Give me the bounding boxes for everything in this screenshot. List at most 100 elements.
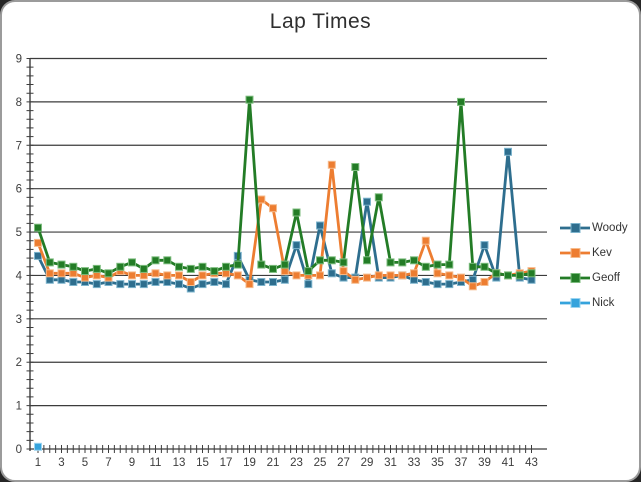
data-point-marker: [280, 267, 289, 276]
data-point-marker: [527, 269, 536, 278]
data-point-marker: [280, 260, 289, 269]
data-point-marker: [492, 269, 501, 278]
nick-series-marker-icon: [560, 298, 590, 308]
x-tick-label: 39: [478, 457, 491, 469]
data-point-marker: [339, 273, 348, 282]
series-geoff[interactable]: [34, 95, 536, 280]
data-point-marker: [316, 256, 324, 265]
x-tick-label: 15: [196, 457, 209, 469]
x-tick-label: 9: [129, 457, 135, 469]
legend-item-kev[interactable]: Kev: [559, 247, 628, 259]
data-point-marker: [163, 278, 172, 286]
data-point-marker: [69, 278, 78, 286]
y-tick-label: 2: [16, 357, 22, 369]
data-point-marker: [339, 267, 348, 276]
data-point-marker: [210, 278, 219, 286]
data-point-marker: [92, 280, 101, 289]
data-point-marker: [351, 163, 360, 171]
x-tick-label: 21: [267, 457, 280, 469]
data-point-marker: [116, 262, 125, 271]
series-nick[interactable]: [34, 442, 42, 451]
data-point-marker: [515, 271, 524, 280]
data-point-marker: [280, 275, 289, 284]
x-tick-label: 29: [361, 457, 374, 469]
data-point-marker: [410, 256, 418, 265]
data-point-marker: [139, 264, 148, 273]
data-point-marker: [57, 269, 66, 278]
data-point-marker: [480, 278, 489, 286]
data-point-marker: [304, 280, 313, 289]
data-point-marker: [480, 262, 489, 271]
data-point-marker: [245, 95, 254, 104]
x-tick-label: 7: [105, 457, 111, 469]
y-tick-label: 3: [16, 314, 22, 326]
data-point-marker: [128, 280, 136, 289]
data-point-marker: [445, 271, 454, 280]
data-point-marker: [327, 269, 336, 278]
data-point-marker: [151, 269, 160, 278]
data-point-marker: [374, 193, 383, 202]
x-tick-label: 37: [455, 457, 468, 469]
data-point-marker: [81, 273, 89, 282]
data-point-marker: [457, 97, 465, 106]
data-point-marker: [128, 271, 136, 280]
data-point-marker: [269, 278, 277, 286]
data-point-marker: [527, 275, 536, 284]
series-line: [36, 98, 532, 277]
data-point-marker: [504, 271, 512, 280]
data-point-marker: [304, 267, 313, 276]
data-point-marker: [269, 264, 277, 273]
data-point-marker: [316, 221, 324, 230]
data-point-marker: [457, 273, 465, 282]
x-tick-label: 17: [220, 457, 233, 469]
x-tick-label: 1: [35, 457, 41, 469]
data-point-marker: [363, 256, 371, 265]
geoff-series-marker-icon: [560, 273, 590, 283]
y-tick-label: 1: [16, 401, 22, 413]
legend-item-geoff[interactable]: Geoff: [559, 272, 628, 284]
legend: Woody Kev Geoff Nick: [559, 222, 628, 322]
data-point-marker: [433, 260, 442, 269]
data-point-marker: [175, 262, 183, 271]
data-point-marker: [433, 269, 442, 278]
data-point-marker: [445, 260, 454, 269]
x-tick-label: 33: [408, 457, 421, 469]
data-point-marker: [34, 223, 42, 232]
data-point-marker: [269, 204, 277, 213]
data-point-marker: [151, 278, 160, 286]
x-tick-label: 31: [384, 457, 397, 469]
data-point-marker: [222, 262, 230, 271]
data-point-marker: [104, 269, 113, 278]
data-point-marker: [57, 275, 66, 284]
data-point-marker: [257, 260, 266, 269]
data-point-marker: [316, 271, 324, 280]
data-point-marker: [34, 238, 42, 247]
data-point-marker: [81, 267, 89, 276]
data-point-marker: [257, 278, 266, 286]
data-point-marker: [386, 258, 395, 267]
data-point-marker: [468, 282, 477, 291]
chart-title: Lap Times: [269, 10, 372, 33]
legend-item-nick[interactable]: Nick: [559, 297, 628, 309]
data-point-marker: [186, 278, 195, 286]
y-tick-label: 9: [16, 54, 22, 66]
legend-label: Geoff: [592, 272, 620, 284]
x-tick-label: 35: [431, 457, 444, 469]
legend-item-woody[interactable]: Woody: [559, 222, 628, 234]
data-point-marker: [45, 258, 54, 267]
data-point-marker: [504, 147, 512, 156]
data-point-marker: [57, 260, 66, 269]
x-tick-label: 41: [502, 457, 515, 469]
data-point-marker: [69, 269, 78, 278]
data-point-marker: [292, 241, 301, 250]
data-point-marker: [421, 278, 430, 286]
data-point-marker: [292, 208, 301, 217]
data-point-marker: [222, 280, 230, 289]
data-point-marker: [421, 236, 430, 245]
data-point-marker: [245, 280, 254, 289]
data-point-marker: [257, 195, 266, 204]
y-tick-label: 5: [16, 227, 22, 239]
data-point-marker: [468, 275, 477, 284]
legend-label: Kev: [592, 247, 612, 259]
